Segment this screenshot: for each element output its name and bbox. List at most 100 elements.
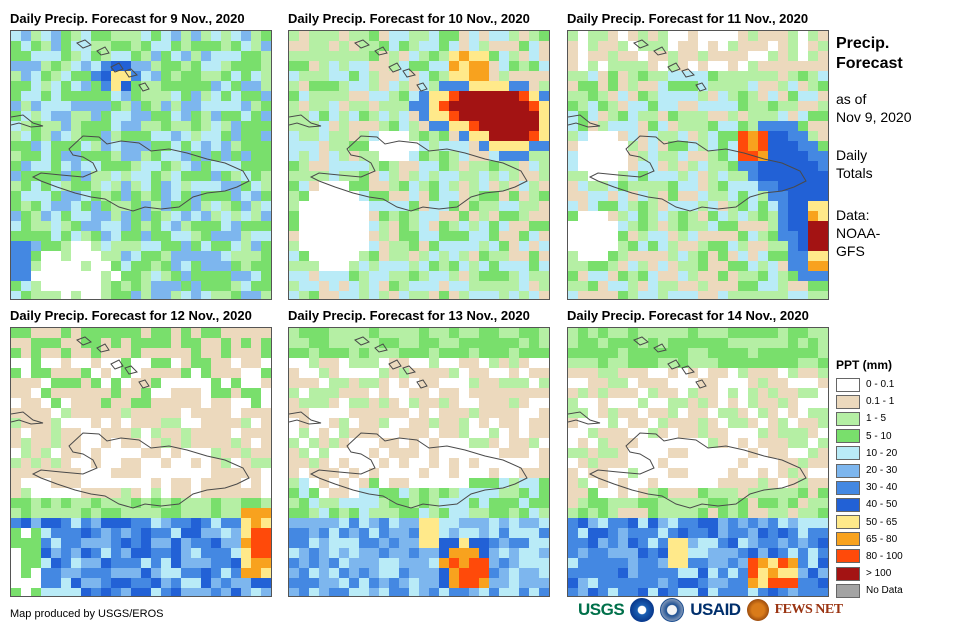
coastline: [309, 432, 528, 509]
legend-label: 65 - 80: [866, 533, 898, 545]
asof-line1: as of: [836, 91, 867, 107]
coastline: [289, 411, 322, 425]
map-nov11: [567, 30, 829, 300]
legend-item: > 100: [836, 565, 903, 582]
coastline: [416, 82, 428, 92]
data-line1: Data:: [836, 207, 870, 223]
legend-swatch: [836, 583, 860, 598]
coastline: [402, 365, 416, 375]
legend-label: 1 - 5: [866, 413, 887, 425]
coastline: [124, 68, 138, 78]
coastline: [96, 343, 110, 353]
panel-title-nov14: Daily Precip. Forecast for 14 Nov., 2020: [567, 308, 809, 323]
coastline: [31, 432, 250, 509]
coastline: [110, 359, 124, 370]
coastline: [76, 336, 92, 346]
panel-title-nov12: Daily Precip. Forecast for 12 Nov., 2020: [10, 308, 252, 323]
panel-title-nov13: Daily Precip. Forecast for 13 Nov., 2020: [288, 308, 530, 323]
coastline: [354, 39, 370, 49]
coastline: [11, 411, 44, 425]
data-line2: NOAA-: [836, 225, 881, 241]
legend-swatch: [836, 411, 860, 426]
coastline: [138, 379, 150, 389]
coastline: [138, 82, 150, 92]
coastline: [681, 68, 695, 78]
side-title-line1: Precip.: [836, 35, 890, 52]
coastline: [588, 135, 807, 212]
legend-swatch: [836, 463, 860, 478]
legend-swatch: [836, 429, 860, 444]
legend-label: No Data: [866, 585, 903, 597]
legend-label: 40 - 50: [866, 499, 898, 511]
legend-label: 0.1 - 1: [866, 396, 895, 408]
daily-line1: Daily: [836, 147, 868, 163]
coastline: [667, 62, 681, 73]
fewsnet-globe-icon: [746, 599, 769, 621]
usgs-logo: USGS: [578, 600, 625, 619]
coastline: [96, 46, 110, 56]
legend-label: 5 - 10: [866, 430, 892, 442]
legend-label: 10 - 20: [866, 447, 898, 459]
legend-item: 5 - 10: [836, 428, 903, 445]
coastline: [653, 46, 667, 56]
map-nov9: [10, 30, 272, 300]
legend-item: 10 - 20: [836, 445, 903, 462]
daily-line2: Totals: [836, 165, 873, 181]
coastline: [124, 365, 138, 375]
legend-swatch: [836, 532, 860, 547]
legend-swatch: [836, 497, 860, 512]
legend-label: 20 - 30: [866, 465, 898, 477]
map-nov12: [10, 327, 272, 597]
coastline: [568, 411, 601, 425]
coastline: [388, 359, 402, 370]
legend-item: 0.1 - 1: [836, 393, 903, 410]
coastline: [588, 432, 807, 509]
legend-item: 0 - 0.1: [836, 376, 903, 393]
coastline: [354, 336, 370, 346]
legend-swatch: [836, 394, 860, 409]
coastline: [31, 135, 250, 212]
coastline: [110, 62, 124, 73]
legend-swatch: [836, 446, 860, 461]
panel-title-nov11: Daily Precip. Forecast for 11 Nov., 2020: [567, 11, 809, 26]
legend-swatch: [836, 566, 860, 581]
dhs-seal-icon: [660, 598, 685, 622]
map-nov13: [288, 327, 550, 597]
legend-label: 80 - 100: [866, 550, 903, 562]
coastline: [388, 62, 402, 73]
coastline: [633, 336, 649, 346]
coastline: [374, 343, 388, 353]
coastline: [695, 82, 707, 92]
side-title-line2: Forecast: [836, 55, 903, 72]
coastline: [681, 365, 695, 375]
coastline: [11, 114, 44, 128]
coastline: [653, 343, 667, 353]
side-info: Precip. Forecast as of Nov 9, 2020 Daily…: [836, 34, 912, 260]
map-nov10: [288, 30, 550, 300]
legend-item: 20 - 30: [836, 462, 903, 479]
legend-item: 80 - 100: [836, 548, 903, 565]
coastline: [633, 39, 649, 49]
coastline: [76, 39, 92, 49]
coastline: [374, 46, 388, 56]
coastline: [402, 68, 416, 78]
usaid-logo: USAID: [690, 600, 741, 619]
legend-title: PPT (mm): [836, 358, 893, 372]
legend-swatch: [836, 549, 860, 564]
coastline: [667, 359, 681, 370]
legend-label: 30 - 40: [866, 482, 898, 494]
legend-item: 40 - 50: [836, 496, 903, 513]
legend-item: 65 - 80: [836, 531, 903, 548]
credit-text: Map produced by USGS/EROS: [10, 608, 164, 620]
panel-title-nov9: Daily Precip. Forecast for 9 Nov., 2020: [10, 11, 245, 26]
legend-swatch: [836, 515, 860, 530]
data-line3: GFS: [836, 243, 865, 259]
legend-label: 50 - 65: [866, 516, 898, 528]
asof-line2: Nov 9, 2020: [836, 109, 912, 125]
coastline: [695, 379, 707, 389]
legend-label: > 100: [866, 568, 892, 580]
map-nov14: [567, 327, 829, 597]
coastline: [309, 135, 528, 212]
legend: PPT (mm) 0 - 0.1 0.1 - 1 1 - 5 5 - 10 10 - 2…: [836, 358, 903, 599]
fewsnet-logo: FEWS NET: [774, 602, 843, 617]
